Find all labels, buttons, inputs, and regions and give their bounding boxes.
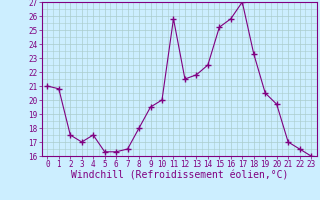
X-axis label: Windchill (Refroidissement éolien,°C): Windchill (Refroidissement éolien,°C) — [70, 171, 288, 181]
